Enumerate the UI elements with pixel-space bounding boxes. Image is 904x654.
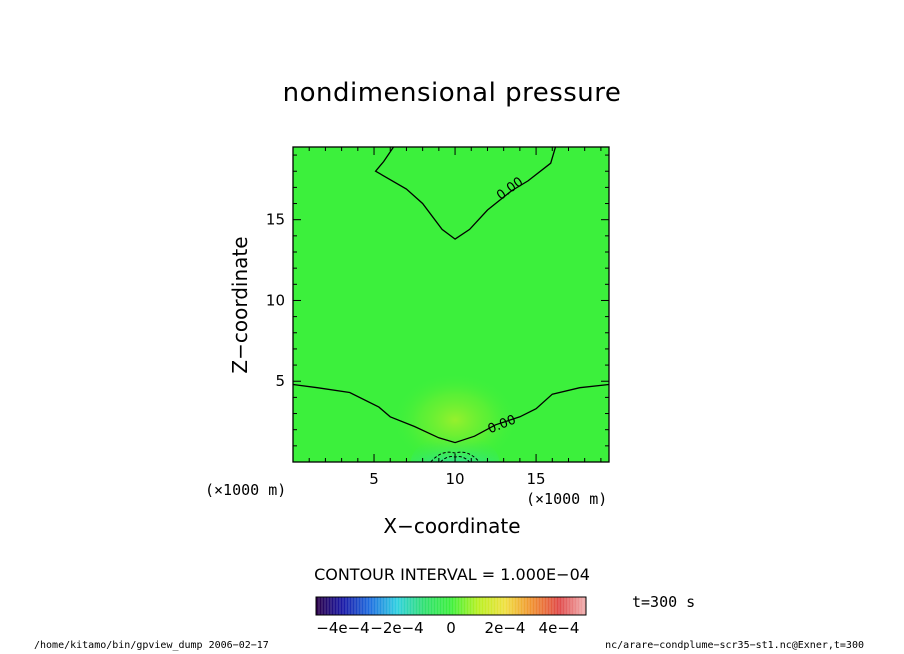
contour-interval-text: CONTOUR INTERVAL = 1.000E−04: [314, 565, 590, 584]
y-axis-label: Z−coordinate: [228, 236, 252, 374]
colorbar-tick-label: 4e−4: [539, 619, 580, 637]
colorbar-frame: [315, 596, 587, 616]
x-unit-label-left: (×1000 m): [205, 481, 287, 499]
chart-title: nondimensional pressure: [282, 78, 622, 108]
colorbar-tick-label: −2e−4: [370, 619, 423, 637]
colorbar: [316, 597, 586, 615]
y-tick-label: 15: [266, 211, 285, 229]
positive-anomaly-region: [391, 372, 519, 462]
lower-zero-contour: [293, 383, 609, 444]
colorbar-tick-label: −4e−4: [316, 619, 369, 637]
upper-zero-contour: [374, 147, 557, 240]
y-tick-label: 10: [266, 291, 285, 309]
colorbar-tick-label: 2e−4: [485, 619, 526, 637]
negative-contour-outer: [430, 451, 480, 462]
x-tick-label: 5: [369, 470, 379, 488]
footer-path: /home/kitamo/bin/gpview_dump 2006−02−17: [34, 640, 269, 651]
time-label: t=300 s: [632, 593, 696, 611]
colorbar-tick-label: 0: [446, 619, 456, 637]
x-tick-label: 10: [446, 470, 465, 488]
negative-anomaly-region: [410, 435, 500, 462]
footer-source: nc/arare−condplume−scr35−st1.nc@Exner,t=…: [605, 640, 864, 651]
x-tick-label: 15: [527, 470, 546, 488]
x-axis-label: X−coordinate: [383, 514, 521, 538]
x-unit-label-right: (×1000 m): [526, 490, 608, 508]
y-tick-label: 5: [275, 372, 285, 390]
plot-frame: [292, 146, 610, 463]
